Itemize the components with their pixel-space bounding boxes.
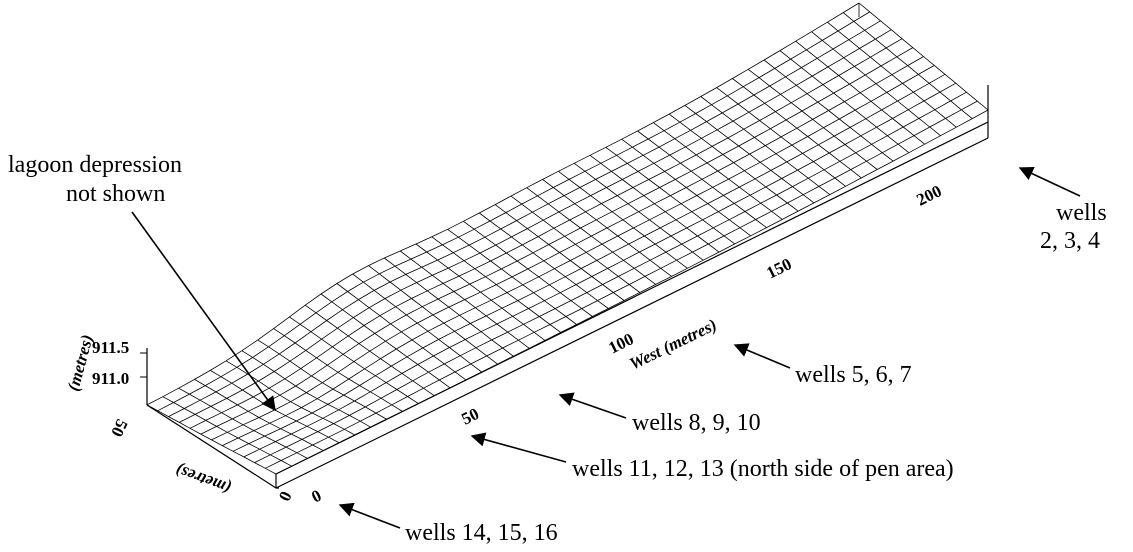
mesh-line-north — [827, 21, 957, 128]
mesh-line-north — [257, 339, 388, 420]
mesh-line-north — [415, 243, 546, 341]
mesh-line-north — [526, 187, 656, 285]
mesh-line-west — [189, 38, 903, 429]
mesh-line-north — [304, 304, 435, 397]
mesh-line-west — [254, 91, 967, 463]
north-tick-label: 50 — [107, 416, 131, 439]
mesh-line-north — [716, 87, 846, 187]
mesh-line-north — [763, 59, 894, 162]
mesh-line-north — [732, 78, 862, 179]
mesh-line-north — [194, 379, 324, 452]
mesh-line-west — [222, 65, 935, 446]
wells-11-12-13-label: wells 11, 12, 13 (north side of pen area… — [572, 456, 954, 482]
lagoon-label-line2: not shown — [66, 181, 165, 207]
mesh-line-west — [232, 73, 946, 452]
mesh-line-north — [668, 113, 799, 212]
wells-14-15-16-arrow — [338, 502, 401, 529]
mesh-line-north — [589, 154, 720, 253]
wells-5-6-7-arrow — [733, 343, 791, 369]
mesh-line-north — [225, 360, 356, 436]
front-bottom-long-edge — [275, 137, 989, 489]
mesh-line-north — [336, 283, 467, 381]
west-tick-label: 200 — [913, 181, 944, 209]
mesh-line-north — [842, 12, 973, 119]
mesh-line-north — [289, 316, 419, 404]
mesh-line-north — [320, 293, 451, 389]
front-top-long-edge — [275, 121, 989, 475]
mesh-line-north — [146, 404, 277, 475]
mesh-line-north — [858, 2, 989, 111]
wells-14-15-16-label: wells 14, 15, 16 — [405, 520, 558, 546]
mesh-line-west — [179, 29, 892, 423]
mesh-line-north — [795, 40, 925, 145]
north-axis: 50 0 (metres) — [107, 416, 295, 504]
wells-2-3-4-label-line1: wells — [1056, 200, 1107, 226]
mesh-line-north — [399, 250, 530, 349]
mesh-line-west — [243, 82, 956, 458]
wells-11-12-13-arrow — [470, 432, 567, 463]
mesh-line-north — [494, 204, 625, 301]
mesh-line-north — [542, 179, 672, 277]
mesh-line-north — [558, 170, 688, 269]
mesh-line-west — [211, 56, 924, 441]
mesh-line-north — [779, 50, 910, 154]
wells-2-3-4-label-line2: 2, 3, 4 — [1040, 228, 1100, 254]
mesh-line-north — [368, 265, 498, 365]
mesh-line-north — [178, 387, 308, 459]
mesh-line-north — [747, 68, 878, 170]
mesh-line-north — [637, 130, 767, 228]
mesh-line-north — [241, 350, 372, 428]
lagoon-label-line1: lagoon depression — [8, 152, 182, 178]
north-tick-label: 0 — [275, 488, 296, 504]
mesh-line-north — [447, 228, 577, 325]
mesh-line-north — [811, 31, 941, 137]
mesh-line-west — [168, 20, 881, 417]
mesh-line-north — [352, 273, 482, 373]
lagoon-arrow — [131, 211, 276, 412]
mesh-line-north — [684, 105, 815, 204]
mesh-line-north — [479, 212, 609, 309]
mesh-line-north — [510, 195, 641, 293]
west-tick-label: 150 — [763, 254, 794, 282]
mesh-line-north — [384, 257, 514, 357]
mesh-line-north — [605, 146, 736, 245]
mesh-line-north — [621, 138, 751, 237]
mesh-line-north — [431, 236, 562, 333]
west-tick-label: 50 — [458, 404, 482, 429]
mesh-line-north — [463, 220, 593, 317]
z-tick-label: 911.5 — [92, 338, 129, 357]
mesh-line-north — [162, 396, 292, 467]
block-outline — [146, 85, 989, 489]
annotations: lagoon depression not shown wells 2, 3, … — [8, 152, 1107, 546]
mesh-line-west — [157, 11, 871, 412]
z-axis: 911.5 911.0 (metres) — [64, 332, 147, 393]
wells-8-9-10-label: wells 8, 9, 10 — [632, 410, 761, 436]
mesh-line-north — [273, 328, 403, 412]
wells-8-9-10-arrow — [558, 392, 627, 419]
mesh-line-west — [265, 100, 978, 469]
z-tick-label: 911.0 — [92, 369, 129, 388]
wells-2-3-4-arrow — [1018, 166, 1081, 197]
west-axis-label: West (metres) — [626, 315, 719, 374]
north-axis-label: (metres) — [173, 461, 234, 499]
west-tick-label: 0 — [308, 486, 324, 507]
mesh-line-north — [653, 122, 783, 220]
wells-5-6-7-label: wells 5, 6, 7 — [795, 362, 912, 388]
mesh-line-north — [573, 162, 704, 261]
mesh-line-west — [200, 47, 914, 435]
mesh-line-north — [700, 96, 831, 195]
terrain-mesh — [146, 2, 989, 475]
mesh-line-west — [146, 2, 860, 406]
